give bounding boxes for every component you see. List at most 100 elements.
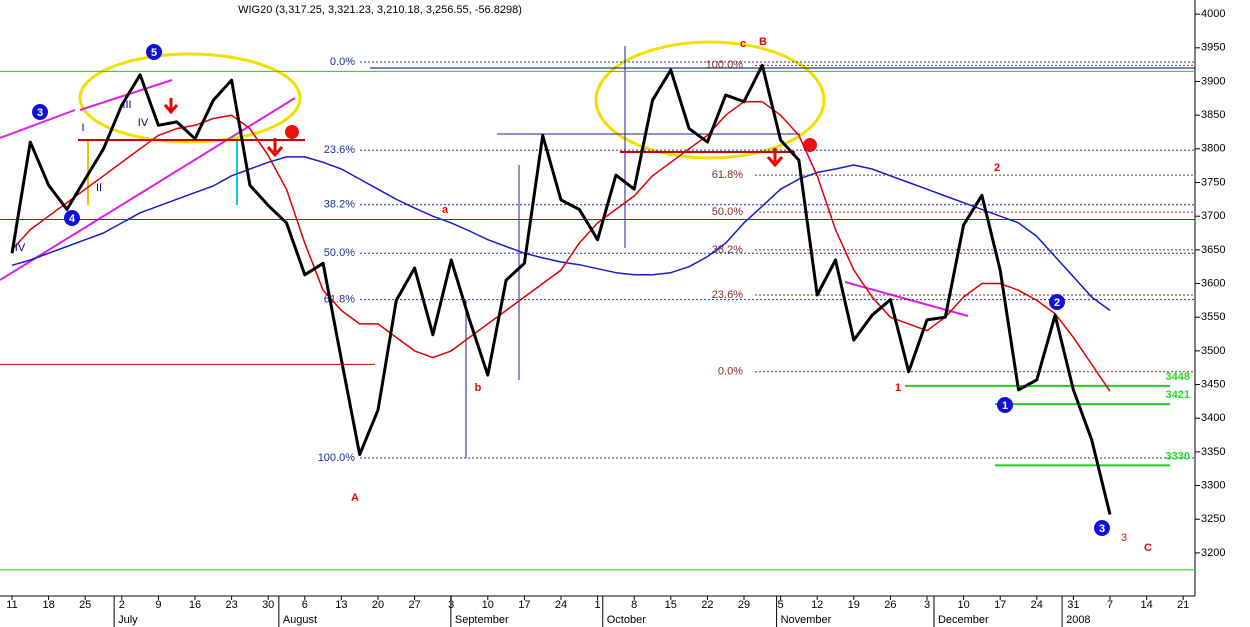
trend-line [0, 109, 76, 139]
level-label: 3448 [1166, 371, 1190, 383]
wave-label: 4 [69, 213, 76, 225]
arrow [266, 138, 284, 158]
x-tick-label: 14 [1140, 599, 1152, 611]
y-tick-label: 3300 [1201, 479, 1225, 491]
y-tick-label: 3750 [1201, 176, 1225, 188]
fib-label: 50.0% [324, 247, 355, 259]
x-tick-label: 31 [1067, 599, 1079, 611]
x-tick-label: 6 [302, 599, 308, 611]
month-label: November [781, 614, 832, 626]
fib-label: 23.6% [324, 144, 355, 156]
month-label: 2008 [1066, 614, 1090, 626]
y-tick-label: 3600 [1201, 277, 1225, 289]
x-tick-label: 3 [924, 599, 930, 611]
wave-label: 1 [1002, 400, 1008, 412]
wave-circle [32, 104, 48, 120]
wave-circle [1049, 294, 1065, 310]
wave-label: 5 [151, 47, 157, 59]
series-line [10, 63, 1112, 515]
y-tick-label: 3800 [1201, 143, 1225, 155]
wave-label: 2 [1054, 297, 1060, 309]
wave-circle [1094, 520, 1110, 536]
x-tick-label: 17 [994, 599, 1006, 611]
y-tick-label: 4000 [1201, 8, 1225, 20]
wave-label: II [96, 182, 102, 194]
wave-label: a [442, 204, 449, 216]
series-line [11, 156, 1111, 312]
x-tick-label: 15 [665, 599, 677, 611]
series-line [11, 100, 1111, 392]
fib-label: 38.2% [324, 199, 355, 211]
x-tick-label: 16 [189, 599, 201, 611]
decorations [0, 0, 1196, 597]
x-tick-label: 21 [1177, 599, 1189, 611]
x-tick-label: 20 [372, 599, 384, 611]
x-tick-label: 26 [884, 599, 896, 611]
x-tick-label: 24 [1031, 599, 1043, 611]
trend-line [0, 97, 296, 281]
x-tick-label: 10 [957, 599, 969, 611]
wave-label: IV [138, 117, 149, 129]
x-tick-label: 27 [408, 599, 420, 611]
wave-label: c [740, 38, 746, 50]
fib-label: 0.0% [330, 56, 355, 68]
wave-label: 2 [994, 162, 1000, 174]
x-tick-label: 22 [701, 599, 713, 611]
wave-label: b [475, 382, 482, 394]
x-tick-label: 13 [335, 599, 347, 611]
month-label: September [455, 614, 509, 626]
x-tick-label: 7 [1107, 599, 1113, 611]
wave-label: IV [15, 242, 26, 254]
x-tick-label: 30 [262, 599, 274, 611]
wave-label: 1 [895, 382, 901, 394]
arrow [163, 98, 179, 115]
x-tick-label: 24 [555, 599, 567, 611]
y-tick-label: 3350 [1201, 446, 1225, 458]
level-label: 3330 [1166, 450, 1190, 462]
y-tick-label: 3200 [1201, 547, 1225, 559]
y-tick-label: 3700 [1201, 210, 1225, 222]
chart-title: WIG20 (3,317.25, 3,321.23, 3,210.18, 3,2… [238, 4, 522, 16]
level-label: 3421 [1166, 389, 1190, 401]
wave-circle [146, 44, 162, 60]
wave-label: B [759, 36, 767, 48]
month-label: August [283, 614, 317, 626]
y-tick-label: 3850 [1201, 109, 1225, 121]
bomb-icon [803, 138, 817, 152]
fib-label: 61.8% [712, 169, 743, 181]
y-tick-label: 3500 [1201, 345, 1225, 357]
wave-label: 3 [37, 107, 43, 119]
x-tick-label: 8 [631, 599, 637, 611]
wave-label: C [1144, 542, 1152, 554]
x-tick-label: 1 [595, 599, 601, 611]
x-tick-label: 12 [811, 599, 823, 611]
x-tick-label: 23 [225, 599, 237, 611]
x-tick-label: 11 [6, 599, 17, 611]
y-tick-label: 3650 [1201, 244, 1225, 256]
fib-label: 50.0% [712, 206, 743, 218]
y-tick-label: 3400 [1201, 412, 1225, 424]
wave-circle [64, 210, 80, 226]
highlight-ellipse [594, 40, 826, 160]
x-tick-label: 5 [778, 599, 784, 611]
y-tick-label: 3450 [1201, 378, 1225, 390]
month-label: July [118, 614, 138, 626]
x-tick-label: 25 [79, 599, 91, 611]
wave-label: 3 [1099, 523, 1105, 535]
x-tick-label: 9 [155, 599, 161, 611]
wave-label: 3 [1121, 532, 1127, 544]
x-tick-label: 2 [119, 599, 125, 611]
wave-label: III [122, 99, 131, 111]
y-tick-label: 3950 [1201, 42, 1225, 54]
fib-label: 23.6% [712, 289, 743, 301]
highlight-ellipse [78, 52, 302, 144]
x-tick-label: 18 [42, 599, 54, 611]
wave-label: A [351, 492, 359, 504]
fib-label: 100.0% [318, 452, 356, 464]
x-tick-label: 17 [518, 599, 530, 611]
wave-label: I [81, 122, 84, 134]
wave-circle [997, 397, 1013, 413]
x-tick-label: 19 [848, 599, 860, 611]
